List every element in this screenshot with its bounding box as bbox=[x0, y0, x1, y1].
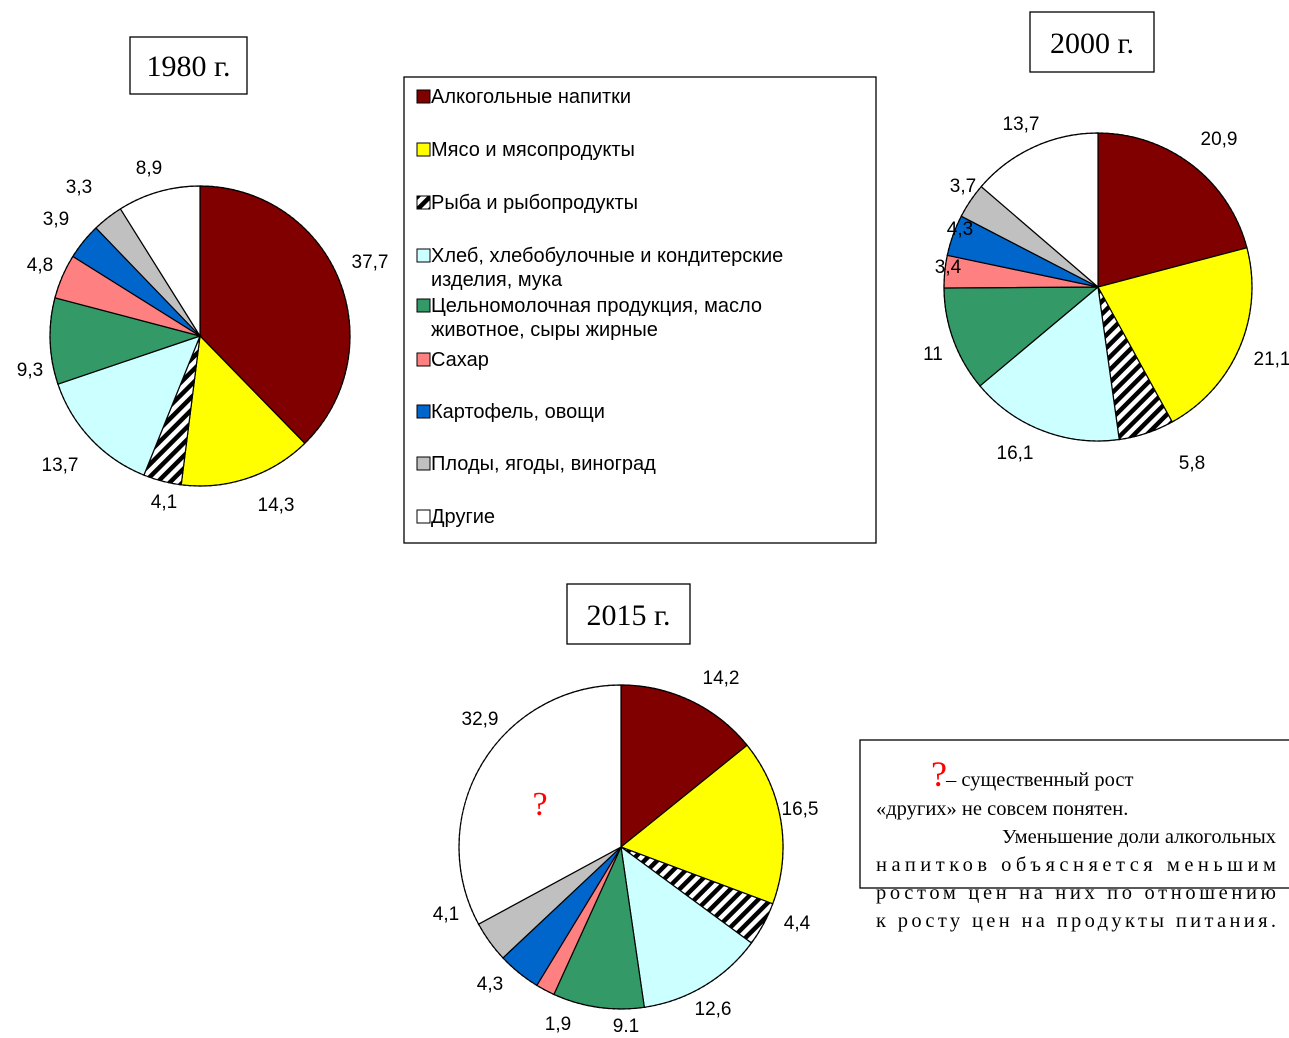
legend-swatch bbox=[416, 142, 431, 157]
data-label: 4,3 bbox=[477, 974, 503, 995]
legend-swatch bbox=[416, 195, 431, 210]
legend-frame bbox=[403, 76, 877, 544]
data-label: 4,8 bbox=[27, 255, 53, 276]
legend-label: Цельномолочная продукция, масло bbox=[431, 295, 762, 317]
legend-items: Алкогольные напитки Мясо и мясопродукты Ры… bbox=[416, 86, 783, 528]
note-line-2: «других» не совсем понятен. bbox=[876, 798, 1128, 820]
data-label: 12,6 bbox=[695, 999, 732, 1020]
pie-rim bbox=[458, 684, 784, 1010]
data-label: 11 bbox=[923, 344, 943, 365]
data-label: 1,9 bbox=[545, 1014, 571, 1035]
legend-label: Другие bbox=[431, 506, 495, 528]
legend-swatch bbox=[416, 248, 431, 263]
legend-label: Мясо и мясопродукты bbox=[431, 139, 635, 161]
pie-chart-1980: 37,7 14,3 4,1 13,7 9,3 4,8 3,9 3,3 8,9 bbox=[17, 158, 389, 516]
note-question-mark: ? bbox=[931, 754, 947, 794]
legend-label: изделия, мука bbox=[431, 269, 563, 291]
pie-slice bbox=[980, 132, 1099, 289]
legend-swatch bbox=[416, 404, 431, 419]
data-label: 8,9 bbox=[136, 158, 162, 179]
data-label: 4,4 bbox=[784, 913, 811, 934]
legend-swatch bbox=[416, 89, 431, 104]
legend-label: Картофель, овощи bbox=[431, 401, 605, 423]
data-label: 4,1 bbox=[151, 492, 177, 513]
data-label: 14,2 bbox=[703, 668, 740, 689]
data-label: 16,5 bbox=[782, 799, 819, 820]
data-label: 3,3 bbox=[66, 177, 92, 198]
pie-2015-title-text: 2015 г. bbox=[587, 599, 671, 632]
legend-label: Рыба и рыбопродукты bbox=[431, 192, 638, 214]
data-label: 9,3 bbox=[17, 360, 43, 381]
legend-swatch bbox=[416, 456, 431, 471]
note-line-6: к росту цен на продукты питания. bbox=[876, 910, 1276, 932]
pie-2000-title: 2000 г. bbox=[1029, 11, 1155, 73]
note-line-5: ростом цен на них по отношению bbox=[876, 882, 1276, 904]
legend-swatch bbox=[416, 298, 431, 313]
data-label: 14,3 bbox=[258, 495, 295, 516]
pie-chart-2015: 14,2 16,5 4,4 12,6 9.1 1,9 4,3 4,1 32,9 bbox=[433, 668, 819, 1037]
data-label: 21,1 bbox=[1254, 349, 1289, 370]
data-label: 13,7 bbox=[1003, 114, 1040, 135]
data-label: 16,1 bbox=[997, 443, 1034, 464]
legend-swatch bbox=[416, 352, 431, 367]
data-label: 9.1 bbox=[613, 1016, 639, 1037]
pie-rim bbox=[49, 185, 351, 487]
legend-label: Алкогольные напитки bbox=[431, 86, 631, 108]
data-label: 5,8 bbox=[1179, 453, 1205, 474]
legend-label: Плоды, ягоды, виноград bbox=[431, 453, 656, 475]
pie-1980-title: 1980 г. bbox=[129, 36, 248, 95]
legend-label: Хлеб, хлебобулочные и кондитерские bbox=[431, 245, 783, 267]
data-label: 4,3 bbox=[947, 219, 973, 240]
pie-2015-question-mark: ? bbox=[532, 786, 547, 823]
pie-chart-2000: 20,9 21,1 5,8 16,1 11 3,4 4,3 3,7 13,7 bbox=[923, 114, 1289, 474]
legend-swatch bbox=[416, 509, 431, 524]
pie-2015-title: 2015 г. bbox=[566, 583, 691, 645]
data-label: 3,7 bbox=[950, 176, 976, 197]
note-line-3: Уменьшение доли алкогольных bbox=[1002, 826, 1276, 848]
data-label: 3,4 bbox=[935, 257, 962, 278]
data-label: 13,7 bbox=[42, 455, 79, 476]
data-label: 32,9 bbox=[462, 709, 499, 730]
pie-1980-title-text: 1980 г. bbox=[147, 50, 231, 83]
legend-label: Сахар bbox=[431, 349, 489, 371]
legend: Алкогольные напитки Мясо и мясопродукты Ры… bbox=[403, 76, 877, 544]
note-line-1: – существенный рост bbox=[945, 769, 1133, 791]
note-box: ? – существенный рост «других» не совсем… bbox=[859, 739, 1289, 932]
pie-2000-title-text: 2000 г. bbox=[1050, 27, 1134, 60]
note-line-4: напитков объясняется меньшим bbox=[876, 854, 1276, 876]
data-label: 37,7 bbox=[352, 252, 389, 273]
data-label: 20,9 bbox=[1201, 129, 1238, 150]
data-label: 3,9 bbox=[43, 209, 69, 230]
data-label: 4,1 bbox=[433, 904, 459, 925]
note-frame bbox=[859, 739, 1289, 889]
legend-label: животное, сыры жирные bbox=[431, 319, 658, 341]
pie-rim bbox=[943, 132, 1253, 442]
